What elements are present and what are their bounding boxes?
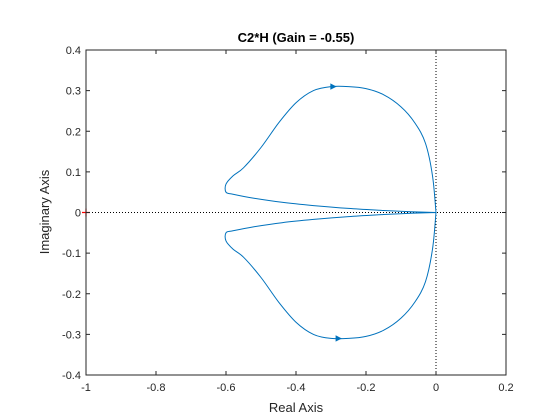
y-tick-label: -0.4: [62, 370, 81, 382]
direction-arrow-2: [335, 335, 342, 342]
y-axis-label: Imaginary Axis: [37, 169, 52, 254]
direction-arrow-1: [330, 83, 337, 90]
y-tick-label: -0.2: [62, 289, 81, 301]
y-ticks: -0.4 -0.3 -0.2 -0.1 0 0.1 0.2 0.3 0.4: [62, 45, 506, 382]
nyquist-branch-lower: [224, 212, 437, 340]
nyquist-curves: [224, 85, 437, 340]
nyquist-branch-upper: [224, 85, 437, 213]
x-axis-label: Real Axis: [269, 400, 324, 415]
chart-title: C2*H (Gain = -0.55): [238, 30, 355, 45]
y-tick-label: 0.4: [66, 45, 81, 57]
x-tick-label: -0.4: [287, 382, 306, 394]
y-tick-label: 0.1: [66, 167, 81, 179]
x-tick-label: -1: [81, 382, 91, 394]
x-ticks: -1 -0.8 -0.6 -0.4 -0.2 0 0.2: [81, 50, 514, 394]
x-tick-label: -0.8: [147, 382, 166, 394]
y-tick-label: 0.3: [66, 86, 81, 98]
y-tick-label: 0: [75, 208, 81, 220]
y-tick-label: -0.3: [62, 329, 81, 341]
x-tick-label: 0.2: [498, 382, 513, 394]
y-tick-label: 0.2: [66, 126, 81, 138]
y-tick-label: -0.1: [62, 248, 81, 260]
x-tick-label: -0.2: [357, 382, 376, 394]
x-tick-label: 0: [433, 382, 439, 394]
x-tick-label: -0.6: [217, 382, 236, 394]
